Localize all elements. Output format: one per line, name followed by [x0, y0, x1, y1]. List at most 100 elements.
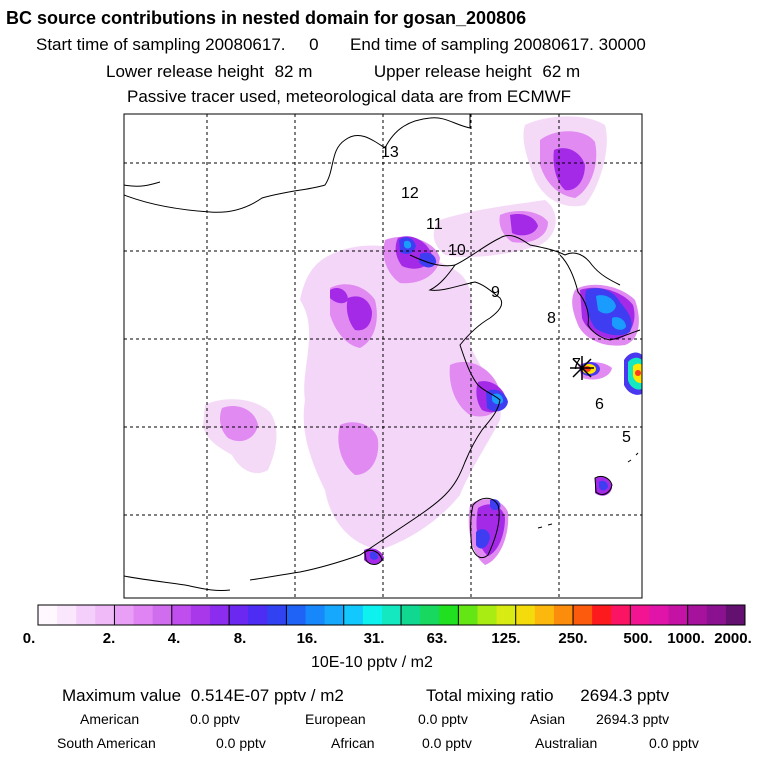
total-label: Total mixing ratio	[426, 686, 554, 705]
colorbar	[37, 604, 746, 626]
day-label-7: 7	[572, 356, 581, 373]
day-label-5: 5	[622, 429, 631, 446]
day-label-6: 6	[595, 396, 604, 413]
colorbar-swatch	[57, 605, 77, 625]
upper-value: 62 m	[542, 62, 581, 81]
colorbar-label-1000: 1000.	[667, 630, 705, 647]
map-frame	[123, 113, 643, 599]
upper-label: Upper release height	[373, 62, 532, 81]
colorbar-swatch	[725, 605, 746, 625]
south-american-value: 0.0 pptv	[216, 735, 266, 751]
day-label-8: 8	[547, 310, 556, 327]
plume-strong-5	[553, 148, 585, 191]
colorbar-swatch	[152, 605, 173, 625]
colorbar-label-125: 125.	[491, 630, 521, 647]
day-label-11: 11	[426, 216, 443, 233]
colorbar-swatch	[343, 605, 364, 625]
plume-core-3	[596, 295, 616, 314]
colorbar-label-2: 2.	[102, 630, 116, 647]
colorbar-swatch	[76, 605, 96, 625]
colorbar-label-500: 500.	[623, 630, 653, 647]
max-value-text: 0.514E-07 pptv / m2	[190, 686, 344, 705]
max-label: Maximum value	[62, 686, 182, 705]
colorbar-swatch	[687, 605, 708, 625]
release-marker	[570, 356, 594, 380]
colorbar-swatch	[248, 605, 268, 625]
colorbar-unit: 10E-10 pptv / m2	[311, 654, 433, 671]
colorbar-swatch	[649, 605, 670, 625]
plume-blue-6	[599, 480, 608, 491]
european-value: 0.0 pptv	[418, 711, 468, 727]
colorbar-swatch	[324, 605, 345, 625]
tracer-note: Passive tracer used, meteorological data…	[127, 87, 572, 106]
plume-layer	[124, 114, 642, 598]
plume-core-4	[612, 317, 626, 330]
colorbar-swatch	[229, 605, 249, 625]
plume-mid-5	[220, 405, 258, 442]
african-value: 0.0 pptv	[422, 735, 472, 751]
colorbar-label-8: 8.	[233, 630, 247, 647]
european-label: European	[305, 711, 366, 727]
colorbar-swatch	[420, 605, 440, 625]
colorbar-swatch	[592, 605, 612, 625]
colorbar-swatch	[706, 605, 727, 625]
colorbar-swatch	[38, 605, 58, 625]
colorbar-swatch	[95, 605, 115, 625]
start-value: 20080617. 0	[205, 35, 319, 54]
coastlines	[124, 114, 641, 591]
colorbar-label-250: 250.	[558, 630, 588, 647]
end-label: End time of sampling	[350, 35, 509, 54]
colorbar-swatch	[668, 605, 689, 625]
total-mixing: Total mixing ratio 2694.3 pptv	[426, 686, 669, 706]
plot-title: BC source contributions in nested domain…	[6, 8, 527, 28]
colorbar-swatch	[171, 605, 192, 625]
colorbar-swatch	[381, 605, 402, 625]
plume-strong-1	[346, 296, 372, 331]
australian-value: 0.0 pptv	[649, 735, 699, 751]
plume-strong-8	[330, 288, 348, 304]
day-label-9: 9	[491, 284, 500, 301]
colorbar-frame	[37, 604, 746, 626]
african-label: African	[331, 735, 375, 751]
colorbar-swatch	[362, 605, 383, 625]
map-grid	[124, 114, 642, 598]
colorbar-swatch	[439, 605, 459, 625]
start-label: Start time of sampling	[36, 35, 201, 54]
colorbar-swatch	[534, 605, 555, 625]
plume-core-1	[404, 240, 412, 249]
day-label-12: 12	[401, 185, 419, 202]
colorbar-label-2000: 2000.	[714, 630, 752, 647]
colorbar-swatch	[573, 605, 593, 625]
colorbar-label-4: 4.	[167, 630, 181, 647]
release-heights: Lower release height 82 m Upper release …	[106, 62, 580, 82]
colorbar-swatch	[190, 605, 211, 625]
colorbar-swatch	[286, 605, 307, 625]
day-label-13: 13	[381, 144, 399, 161]
sampling-times: Start time of sampling 20080617. 0 End t…	[36, 35, 646, 55]
colorbar-label-63: 63.	[426, 630, 448, 647]
colorbar-label-0: 0.	[22, 630, 36, 647]
hotspot-east-center	[635, 370, 641, 376]
colorbar-swatch	[515, 605, 536, 625]
colorbar-label-31: 31.	[363, 630, 385, 647]
colorbar-swatch	[401, 605, 421, 625]
total-value: 2694.3 pptv	[580, 686, 670, 705]
plume-strong-6	[510, 214, 538, 236]
lower-label: Lower release height	[106, 62, 264, 81]
colorbar-label-16: 16.	[296, 630, 318, 647]
american-value: 0.0 pptv	[190, 711, 240, 727]
plume-blue-5	[476, 529, 490, 549]
colorbar-swatch	[133, 605, 154, 625]
asian-label: Asian	[530, 711, 566, 727]
colorbar-swatch	[553, 605, 574, 625]
australian-label: Australian	[535, 735, 598, 751]
colorbar-swatch	[611, 605, 631, 625]
plume-mid-4	[338, 422, 379, 475]
max-value: Maximum value 0.514E-07 pptv / m2	[62, 686, 344, 706]
asian-value: 2694.3 pptv	[596, 711, 670, 727]
lower-value: 82 m	[274, 62, 313, 81]
end-value: 20080617. 30000	[513, 35, 646, 54]
colorbar-swatch	[114, 605, 135, 625]
day-label-10: 10	[448, 242, 466, 259]
